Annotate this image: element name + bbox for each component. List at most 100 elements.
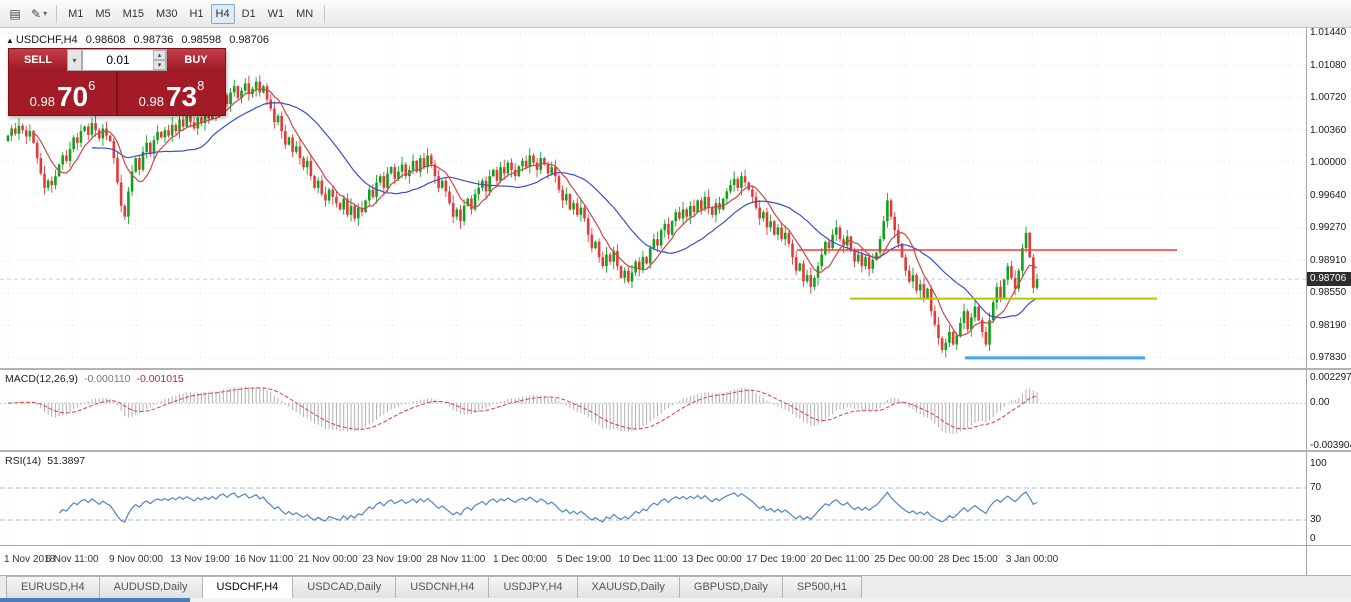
timeframe-button-d1[interactable]: D1: [237, 4, 261, 24]
price-scale-label: 1.00360: [1310, 126, 1346, 136]
timeframe-button-h4[interactable]: H4: [211, 4, 235, 24]
chevron-down-icon: ▾: [158, 61, 162, 69]
volume-decrease-button[interactable]: ▾: [153, 60, 166, 70]
macd-scale-label: 0.002297: [1310, 373, 1351, 383]
time-axis-label: 9 Nov 00:00: [109, 554, 163, 565]
time-axis-row: 1 Nov 20186 Nov 11:009 Nov 00:0013 Nov 1…: [0, 545, 1351, 575]
time-axis-label: 16 Nov 11:00: [235, 554, 294, 565]
scrollbar-thumb[interactable]: [0, 598, 190, 602]
symbol-tab-bar: EURUSD,H4AUDUSD,DailyUSDCHF,H4USDCAD,Dai…: [0, 575, 1351, 598]
rsi-scale[interactable]: 100 70 30 0: [1306, 452, 1351, 545]
timeframe-button-mn[interactable]: MN: [291, 4, 318, 24]
current-price-badge: 0.98706: [1307, 272, 1351, 286]
pencil-icon: ✎: [31, 7, 41, 21]
price-scale-label: 1.01440: [1310, 28, 1346, 38]
draw-tool-button[interactable]: ✎ ▾: [28, 4, 50, 24]
price-plot: ▲USDCHF,H4 0.98608 0.98736 0.98598 0.987…: [0, 28, 1306, 368]
high-value: 0.98736: [134, 34, 174, 46]
price-scale-label: 0.98190: [1310, 321, 1346, 331]
time-axis-label: 10 Dec 11:00: [619, 554, 678, 565]
rsi-label: RSI(14): [5, 455, 41, 467]
macd-label: MACD(12,26,9): [5, 373, 78, 385]
tab-xauusd-daily[interactable]: XAUUSD,Daily: [577, 576, 680, 598]
rsi-value: 51.3897: [47, 455, 85, 467]
timeframe-group: M1M5M15M30H1H4D1W1MN: [63, 4, 318, 24]
time-axis[interactable]: 1 Nov 20186 Nov 11:009 Nov 00:0013 Nov 1…: [0, 546, 1306, 575]
time-axis-label: 21 Nov 00:00: [298, 554, 358, 565]
macd-plot: MACD(12,26,9) -0.000110 -0.001015: [0, 370, 1306, 450]
rsi-header: RSI(14) 51.3897: [5, 455, 91, 467]
time-axis-label: 25 Dec 00:00: [874, 554, 934, 565]
timeframe-button-w1[interactable]: W1: [263, 4, 290, 24]
rsi-plot: RSI(14) 51.3897: [0, 452, 1306, 545]
price-panel: ▲USDCHF,H4 0.98608 0.98736 0.98598 0.987…: [0, 28, 1351, 368]
symbol-arrow-icon: ▲: [6, 36, 14, 45]
axis-corner: [1306, 546, 1351, 575]
sell-price-prefix: 0.98: [30, 93, 55, 110]
horizontal-scrollbar[interactable]: [0, 598, 1351, 602]
symbol-title: USDCHF,H4: [16, 34, 78, 46]
price-scale-label: 0.99270: [1310, 223, 1346, 233]
tab-usdcad-daily[interactable]: USDCAD,Daily: [292, 576, 396, 598]
rsi-scale-label: 100: [1310, 459, 1327, 469]
time-axis-label: 13 Nov 19:00: [170, 554, 230, 565]
tab-eurusd-h4[interactable]: EURUSD,H4: [6, 576, 100, 598]
time-axis-label: 28 Nov 11:00: [427, 554, 486, 565]
volume-stepper: ▴ ▾: [153, 50, 166, 70]
sell-price-display[interactable]: 0.98706: [9, 71, 116, 115]
mt4-window: ▤ ✎ ▾ M1M5M15M30H1H4D1W1MN ▲USDCHF,H4 0.…: [0, 0, 1351, 602]
price-scale-label: 0.98550: [1310, 288, 1346, 298]
tab-usdcnh-h4[interactable]: USDCNH,H4: [395, 576, 489, 598]
top-toolbar: ▤ ✎ ▾ M1M5M15M30H1H4D1W1MN: [0, 0, 1351, 28]
tab-sp500-h1[interactable]: SP500,H1: [782, 576, 862, 598]
volume-value: 0.01: [83, 50, 153, 70]
buy-button[interactable]: BUY: [167, 49, 225, 71]
chevron-down-icon: ▾: [43, 9, 47, 18]
rsi-scale-label: 70: [1310, 483, 1321, 493]
buy-price-sup: 8: [197, 79, 204, 93]
macd-header: MACD(12,26,9) -0.000110 -0.001015: [5, 373, 190, 385]
close-value: 0.98706: [229, 34, 269, 46]
price-scale[interactable]: 0.98706 1.014401.010801.007201.003601.00…: [1306, 28, 1351, 368]
macd-signal-value: -0.001015: [136, 373, 183, 385]
time-axis-label: 1 Dec 00:00: [493, 554, 547, 565]
tab-usdchf-h4[interactable]: USDCHF,H4: [202, 576, 294, 598]
macd-canvas[interactable]: [0, 370, 1306, 450]
volume-increase-button[interactable]: ▴: [153, 50, 166, 60]
buy-price-display[interactable]: 0.98738: [118, 71, 225, 115]
rsi-scale-label: 0: [1310, 534, 1316, 544]
macd-scale-label: -0.003904: [1310, 441, 1351, 451]
timeframe-button-h1[interactable]: H1: [184, 4, 208, 24]
macd-value: -0.000110: [84, 373, 131, 385]
toolbar-separator: [324, 5, 325, 23]
chevron-down-icon: ▾: [72, 56, 76, 65]
time-axis-label: 28 Dec 15:00: [938, 554, 998, 565]
sell-price-big: 70: [57, 84, 88, 110]
volume-dropdown-button[interactable]: ▾: [67, 49, 82, 71]
price-scale-label: 1.00720: [1310, 93, 1346, 103]
tab-audusd-daily[interactable]: AUDUSD,Daily: [99, 576, 203, 598]
one-click-trading-panel: SELL ▾ 0.01 ▴ ▾ BUY 0.98706: [8, 48, 226, 116]
tab-usdjpy-h4[interactable]: USDJPY,H4: [488, 576, 577, 598]
toolbar-separator: [56, 5, 57, 23]
tab-gbpusd-daily[interactable]: GBPUSD,Daily: [679, 576, 783, 598]
chart-window-icon[interactable]: ▤: [4, 4, 26, 24]
sell-button[interactable]: SELL: [9, 49, 67, 71]
buy-price-big: 73: [166, 84, 197, 110]
price-scale-label: 0.99640: [1310, 191, 1346, 201]
time-axis-label: 23 Nov 19:00: [362, 554, 422, 565]
timeframe-button-m5[interactable]: M5: [90, 4, 115, 24]
chart-icon: ▤: [9, 7, 20, 21]
sell-price-sup: 6: [88, 79, 95, 93]
volume-input[interactable]: 0.01 ▴ ▾: [82, 49, 167, 71]
price-scale-label: 1.01080: [1310, 61, 1346, 71]
macd-scale[interactable]: 0.0022970.00-0.003904: [1306, 370, 1351, 450]
price-scale-label: 0.97830: [1310, 353, 1346, 363]
chart-ohlc-header: ▲USDCHF,H4 0.98608 0.98736 0.98598 0.987…: [6, 34, 274, 46]
timeframe-button-m15[interactable]: M15: [118, 4, 149, 24]
buy-price-prefix: 0.98: [139, 93, 164, 110]
timeframe-button-m1[interactable]: M1: [63, 4, 88, 24]
rsi-scale-label: 30: [1310, 515, 1321, 525]
rsi-canvas[interactable]: [0, 452, 1306, 545]
timeframe-button-m30[interactable]: M30: [151, 4, 182, 24]
